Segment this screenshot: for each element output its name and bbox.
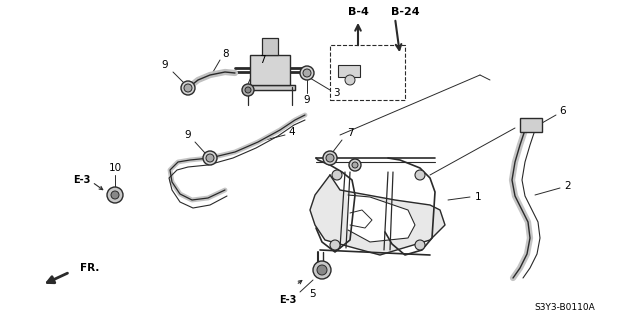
Circle shape: [332, 170, 342, 180]
Circle shape: [300, 66, 314, 80]
Circle shape: [415, 170, 425, 180]
Bar: [338, 65, 360, 77]
Text: 4: 4: [289, 127, 295, 137]
Text: B-24: B-24: [390, 7, 419, 17]
Text: 6: 6: [560, 106, 566, 116]
Text: 1: 1: [475, 192, 481, 202]
Text: 9: 9: [162, 60, 168, 70]
Text: 8: 8: [223, 49, 229, 59]
Polygon shape: [350, 210, 372, 228]
Text: 3: 3: [333, 88, 339, 98]
Circle shape: [317, 265, 327, 275]
Circle shape: [206, 154, 214, 162]
Circle shape: [245, 87, 251, 93]
Circle shape: [352, 162, 358, 168]
Text: 10: 10: [108, 163, 122, 173]
Circle shape: [203, 151, 217, 165]
Circle shape: [107, 187, 123, 203]
Circle shape: [111, 191, 119, 199]
Text: 5: 5: [310, 289, 316, 299]
Circle shape: [313, 261, 331, 279]
Text: S3Y3-B0110A: S3Y3-B0110A: [534, 303, 595, 313]
Text: 7: 7: [347, 128, 353, 138]
Circle shape: [330, 240, 340, 250]
Bar: [262, 38, 278, 55]
Circle shape: [184, 84, 192, 92]
Bar: [330, 45, 405, 100]
Circle shape: [181, 81, 195, 95]
Circle shape: [242, 84, 254, 96]
Polygon shape: [245, 85, 295, 90]
Text: 9: 9: [304, 95, 310, 105]
Text: 2: 2: [564, 181, 572, 191]
Text: E-3: E-3: [279, 295, 297, 305]
Circle shape: [345, 75, 355, 85]
Circle shape: [349, 159, 361, 171]
Text: 9: 9: [185, 130, 191, 140]
Text: B-4: B-4: [348, 7, 369, 17]
Circle shape: [326, 154, 334, 162]
Bar: [520, 118, 542, 132]
Text: 7: 7: [259, 55, 266, 65]
Bar: [250, 55, 290, 85]
Text: E-3: E-3: [74, 175, 91, 185]
Circle shape: [415, 240, 425, 250]
Polygon shape: [348, 195, 415, 242]
Polygon shape: [310, 175, 445, 255]
Circle shape: [303, 69, 311, 77]
Circle shape: [323, 151, 337, 165]
Text: FR.: FR.: [80, 263, 99, 273]
